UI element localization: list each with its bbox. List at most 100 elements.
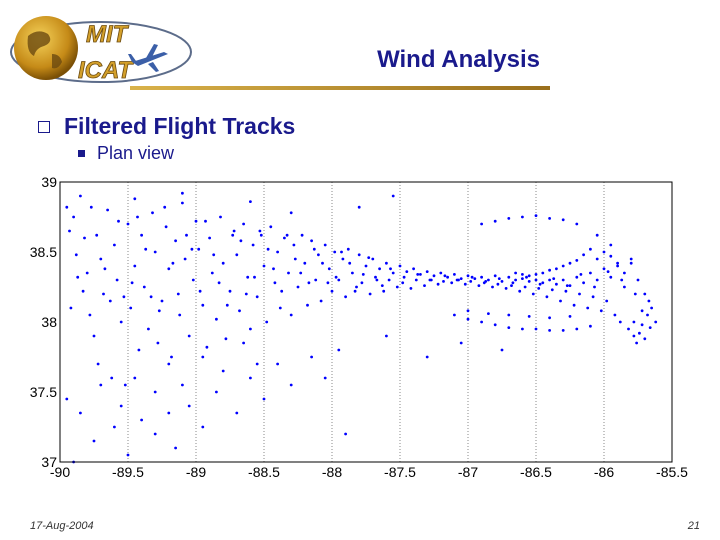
scatter-point [391, 194, 395, 198]
scatter-point [374, 275, 377, 279]
scatter-point [330, 289, 334, 293]
logo-text-icat: ICAT [78, 57, 135, 84]
scatter-point [500, 280, 504, 283]
scatter-point [561, 218, 565, 222]
scatter-point [115, 278, 119, 282]
scatter-point [629, 257, 633, 261]
scatter-point [353, 289, 357, 293]
scatter-point [564, 289, 568, 293]
scatter-point [289, 313, 293, 317]
scatter-point [548, 316, 551, 320]
scatter-point [273, 281, 277, 285]
scatter-point [276, 362, 279, 366]
scatter-point [126, 453, 130, 457]
scatter-point [599, 309, 603, 313]
scatter-point [133, 264, 137, 268]
x-tick-label: -89 [186, 464, 206, 480]
scatter-point [391, 271, 395, 275]
scatter-point [487, 278, 490, 282]
scatter-point [627, 327, 630, 331]
scatter-point [606, 270, 610, 273]
bullet-level2: Plan view [78, 143, 174, 164]
scatter-point [534, 278, 538, 282]
scatter-point [395, 285, 399, 289]
scatter-point [119, 404, 123, 408]
scatter-point [552, 277, 556, 280]
scatter-point [259, 233, 263, 237]
scatter-point [136, 215, 139, 219]
scatter-point [504, 287, 508, 290]
scatter-point [469, 280, 473, 283]
scatter-point [507, 275, 511, 279]
scatter-point [153, 432, 157, 436]
scatter-point [198, 289, 202, 293]
scatter-point [521, 215, 524, 219]
scatter-point [163, 205, 167, 209]
scatter-point [595, 257, 599, 261]
scatter-point [235, 253, 239, 257]
scatter-point [463, 282, 467, 286]
scatter-point [507, 217, 511, 220]
scatter-point [69, 306, 73, 310]
scatter-point [351, 271, 354, 275]
scatter-point [65, 397, 69, 401]
scatter-point [514, 278, 517, 282]
scatter-point [405, 270, 409, 273]
scatter-point [534, 214, 538, 217]
scatter-point [389, 267, 392, 271]
scatter-point [559, 299, 562, 303]
x-tick-label: -86 [594, 464, 614, 480]
scatter-point [602, 250, 606, 254]
scatter-point [312, 247, 316, 251]
scatter-point [419, 273, 422, 276]
scatter-point [285, 233, 289, 237]
scatter-point [555, 267, 558, 271]
scatter-point [648, 326, 652, 329]
scatter-point [398, 264, 402, 268]
scatter-point [117, 219, 120, 223]
scatter-point [321, 261, 324, 265]
scatter-point [337, 348, 341, 352]
scatter-point [364, 264, 368, 268]
scatter-point [629, 261, 633, 265]
scatter-point [531, 292, 535, 296]
scatter-point [466, 274, 470, 278]
scatter-point [605, 299, 609, 303]
scatter-point [357, 253, 361, 257]
scatter-point [385, 261, 388, 265]
scatter-point [442, 280, 445, 283]
scatter-point [123, 383, 127, 387]
scatter-point [401, 281, 405, 285]
scatter-point [534, 327, 538, 331]
scatter-point [176, 292, 180, 296]
scatter-point [326, 281, 330, 285]
x-tick-label: -88.5 [248, 464, 280, 480]
scatter-point [334, 275, 338, 279]
scatter-point [212, 253, 216, 257]
scatter-point [589, 271, 592, 275]
scatter-point [602, 267, 606, 271]
scatter-point [382, 289, 386, 293]
scatter-point [300, 233, 304, 237]
scatter-point [293, 257, 297, 261]
scatter-point [527, 315, 531, 318]
scatter-point [265, 320, 269, 324]
scatter-point [126, 222, 130, 226]
scatter-point [480, 275, 483, 279]
scatter-point [538, 282, 542, 286]
scatter-point [103, 267, 107, 271]
scatter-point [514, 271, 517, 275]
scatter-point [493, 274, 497, 278]
scatter-point [368, 292, 372, 296]
scatter-point [194, 219, 198, 223]
scatter-point [130, 281, 134, 285]
scatter-point [157, 309, 161, 313]
scatter-point [450, 281, 454, 285]
x-tick-label: -86.5 [520, 464, 552, 480]
scatter-point [507, 313, 511, 317]
scatter-point [348, 261, 352, 265]
scatter-point [246, 275, 250, 279]
scatter-point [561, 264, 565, 268]
scatter-point [174, 239, 178, 243]
scatter-point [561, 329, 565, 332]
